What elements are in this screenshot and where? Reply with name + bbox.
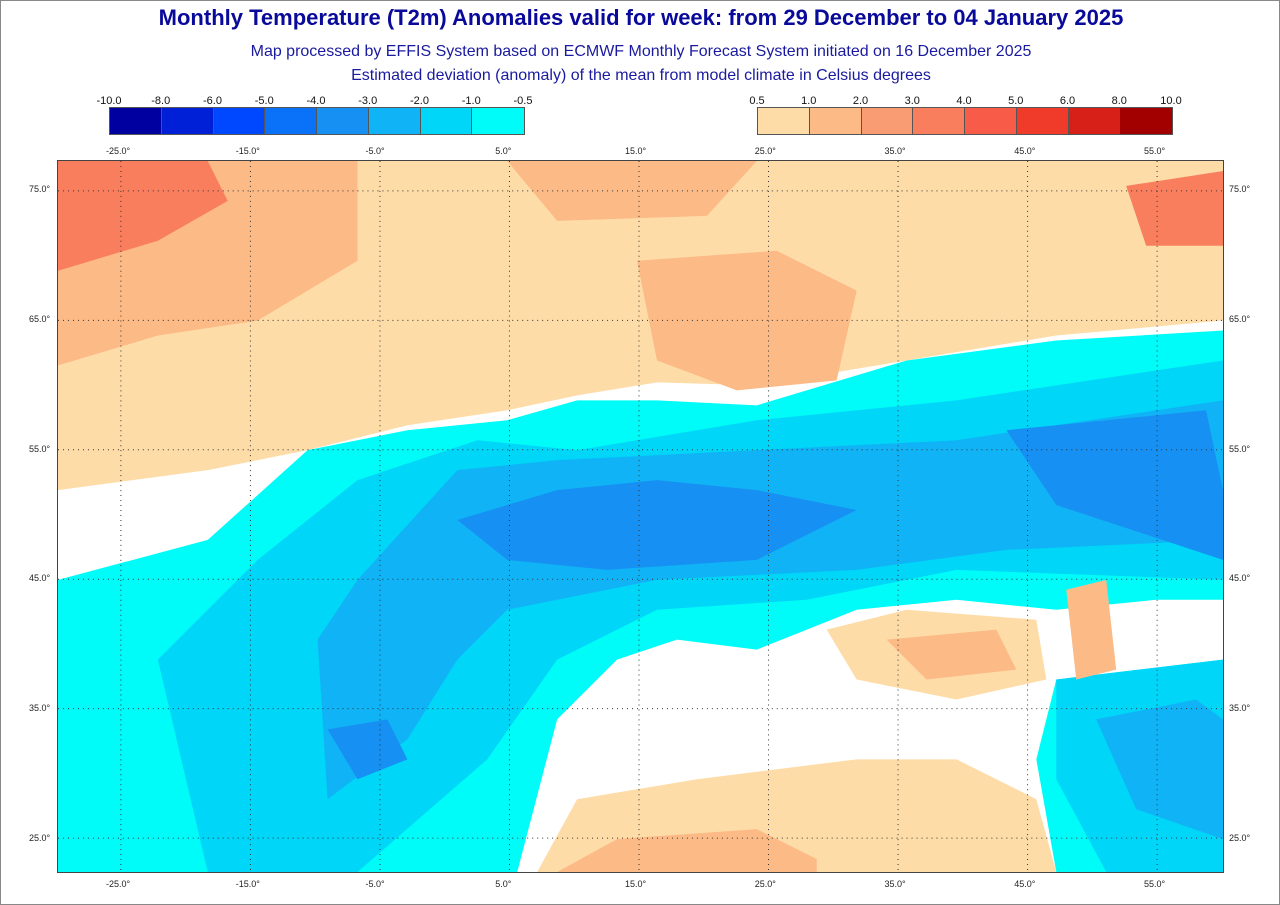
legend-swatch (472, 108, 524, 134)
axis-tick-label: 35.0° (884, 146, 906, 156)
legend-swatch (110, 108, 162, 134)
axis-tick-label: 55.0° (1229, 443, 1251, 454)
axis-tick-label: 5.0° (495, 146, 512, 156)
legend-swatch (809, 108, 862, 134)
legend-swatch (1016, 108, 1069, 134)
axis-tick-label: 35.0° (29, 703, 51, 714)
map-title: Monthly Temperature (T2m) Anomalies vali… (158, 5, 1124, 30)
legend-label: -1.0 (461, 95, 481, 107)
axis-tick-label: -5.0° (365, 146, 385, 156)
axis-tick-label: 35.0° (1229, 703, 1251, 714)
axis-tick-label: 45.0° (29, 573, 51, 584)
legend-label: -10.0 (96, 95, 122, 107)
warm-anomaly-region (1126, 170, 1223, 246)
legend-warm-colorbar (757, 107, 1173, 135)
cold-anomaly-region (1006, 410, 1223, 560)
cold-anomaly-region (1096, 699, 1223, 840)
legend-label: -0.5 (513, 95, 533, 107)
legend-label: 2.0 (852, 95, 869, 107)
axis-tick-label: 15.0° (625, 879, 647, 889)
legend-swatch (913, 108, 965, 134)
warm-anomaly-region (58, 161, 228, 271)
axis-tick-label: 35.0° (884, 879, 906, 889)
legend-label: -3.0 (358, 95, 378, 107)
legend-label: 6.0 (1059, 95, 1076, 107)
axis-tick-label: 45.0° (1229, 573, 1251, 584)
cold-anomaly-region (327, 719, 408, 780)
axis-tick-label: 75.0° (29, 184, 51, 194)
legend-label: -4.0 (306, 95, 326, 107)
axis-tick-label: 25.0° (754, 879, 776, 889)
axis-tick-label: -15.0° (235, 879, 260, 889)
warm-anomaly-region (886, 629, 1017, 680)
legend-label: -2.0 (410, 95, 429, 107)
legend-label: -8.0 (151, 95, 171, 107)
legend-label: 8.0 (1111, 95, 1127, 107)
legend-cold-colorbar (109, 107, 525, 135)
warm-anomaly-region (557, 829, 817, 872)
warm-anomaly-region (1066, 579, 1117, 680)
anomaly-map (57, 160, 1224, 873)
map-subtitle-source: Map processed by EFFIS System based on E… (250, 43, 1032, 60)
axis-tick-label: 75.0° (1229, 184, 1251, 194)
cold-anomaly-region (457, 480, 857, 570)
axis-tick-label: 45.0° (1014, 879, 1036, 889)
legend-swatch (265, 108, 317, 134)
legend-swatch (965, 108, 1017, 134)
axis-tick-label: 45.0° (1014, 146, 1036, 156)
legend-label: 1.0 (801, 95, 817, 107)
legend-label: 10.0 (1160, 95, 1182, 107)
axis-tick-label: -25.0° (106, 879, 131, 889)
legend-swatch (861, 108, 914, 134)
axis-tick-label: -25.0° (106, 146, 131, 156)
axis-tick-label: 25.0° (754, 146, 776, 156)
legend-label: -6.0 (203, 95, 222, 107)
legend-swatch (1068, 108, 1121, 134)
map-subtitle-units: Estimated deviation (anomaly) of the mea… (351, 67, 931, 84)
axis-tick-label: 55.0° (1144, 879, 1166, 889)
legend-label: 0.5 (749, 95, 765, 107)
legend-swatch (317, 108, 369, 134)
legend-swatch (758, 108, 810, 134)
axis-tick-label: -15.0° (235, 146, 260, 156)
legend-swatch (420, 108, 473, 134)
legend-label: -5.0 (254, 95, 274, 107)
axis-tick-label: 5.0° (495, 879, 512, 889)
axis-tick-label: -5.0° (365, 879, 385, 889)
axis-tick-label: 65.0° (1229, 313, 1251, 324)
legend-swatch (1120, 108, 1172, 134)
legend-swatch (213, 108, 266, 134)
axis-tick-label: 25.0° (1229, 833, 1251, 843)
legend-swatch (368, 108, 421, 134)
axis-tick-label: 55.0° (1144, 146, 1166, 156)
legend-label: 4.0 (956, 95, 972, 107)
axis-tick-label: 15.0° (625, 146, 647, 156)
axis-tick-label: 25.0° (29, 833, 51, 843)
axis-tick-label: 65.0° (29, 313, 51, 324)
legend-label: 3.0 (904, 95, 920, 107)
legend-label: 5.0 (1008, 95, 1024, 107)
legend-swatch (161, 108, 214, 134)
axis-tick-label: 55.0° (29, 443, 51, 454)
